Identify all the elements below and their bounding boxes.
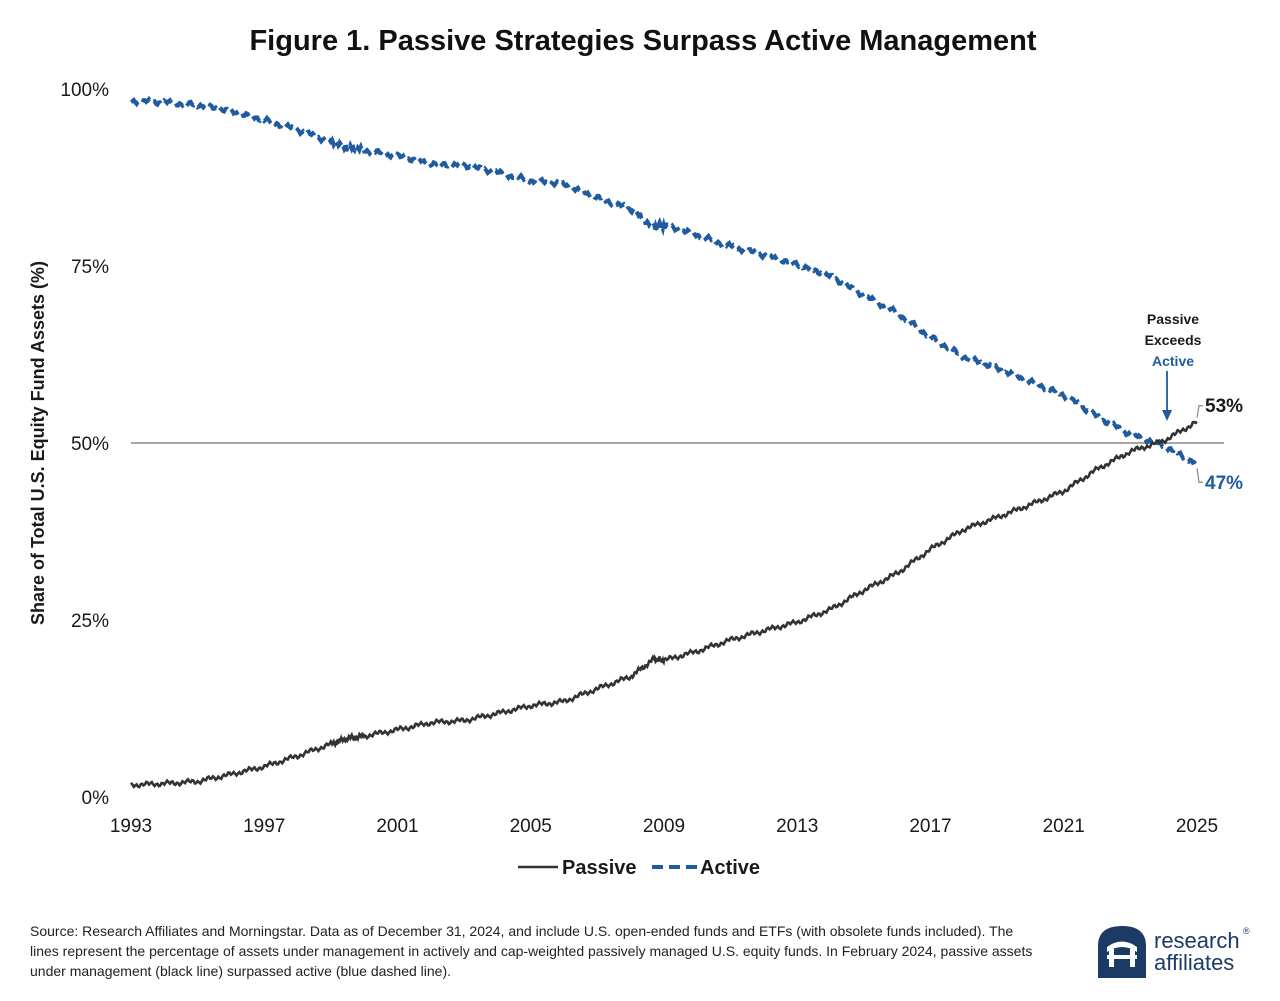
annotation-arrowhead — [1162, 410, 1173, 421]
source-note: Source: Research Affiliates and Mornings… — [30, 923, 1033, 979]
legend: Passive Active — [518, 857, 760, 879]
annotation-exceeds-text: Exceeds — [1145, 332, 1202, 348]
annotation-active-text: Active — [1152, 353, 1194, 369]
y-tick-label: 100% — [60, 80, 109, 101]
passive-end-leader-line — [1196, 405, 1203, 418]
y-axis-ticks: 0% 25% 50% 75% 100% — [60, 80, 109, 809]
x-axis-ticks: 1993 1997 2001 2005 2009 2013 2017 2021 2025 — [110, 816, 1218, 837]
x-tick-label: 2021 — [1043, 816, 1085, 837]
chart-title: Figure 1. Passive Strategies Surpass Act… — [249, 25, 1036, 57]
x-tick-label: 2009 — [643, 816, 685, 837]
x-tick-label: 1993 — [110, 816, 152, 837]
x-tick-label: 2017 — [909, 816, 951, 837]
y-tick-label: 75% — [71, 257, 109, 278]
research-affiliates-logo: research affiliates ® — [1096, 918, 1266, 978]
active-end-leader-line — [1196, 468, 1203, 483]
passive-series-line — [129, 420, 1198, 789]
x-tick-label: 2001 — [376, 816, 418, 837]
legend-active-label: Active — [700, 857, 760, 879]
x-tick-label: 2013 — [776, 816, 818, 837]
y-tick-label: 50% — [71, 434, 109, 455]
annotation-passive-text: Passive — [1147, 311, 1199, 327]
legend-passive-label: Passive — [562, 857, 637, 879]
x-tick-label: 2025 — [1176, 816, 1218, 837]
active-series-line — [130, 95, 1199, 466]
logo-mark-icon — [1098, 926, 1146, 978]
y-axis-label: Share of Total U.S. Equity Fund Assets (… — [28, 261, 48, 625]
logo-word-affiliates: affiliates — [1154, 950, 1235, 975]
crossover-annotation: Passive Exceeds Active — [1145, 311, 1202, 421]
active-end-value-label: 47% — [1205, 473, 1243, 494]
logo-registered-mark: ® — [1243, 926, 1250, 936]
logo-word-research: research — [1154, 928, 1240, 953]
x-tick-label: 1997 — [243, 816, 285, 837]
passive-end-value-label: 53% — [1205, 396, 1243, 417]
y-tick-label: 25% — [71, 611, 109, 632]
y-tick-label: 0% — [82, 788, 110, 809]
x-tick-label: 2005 — [510, 816, 552, 837]
